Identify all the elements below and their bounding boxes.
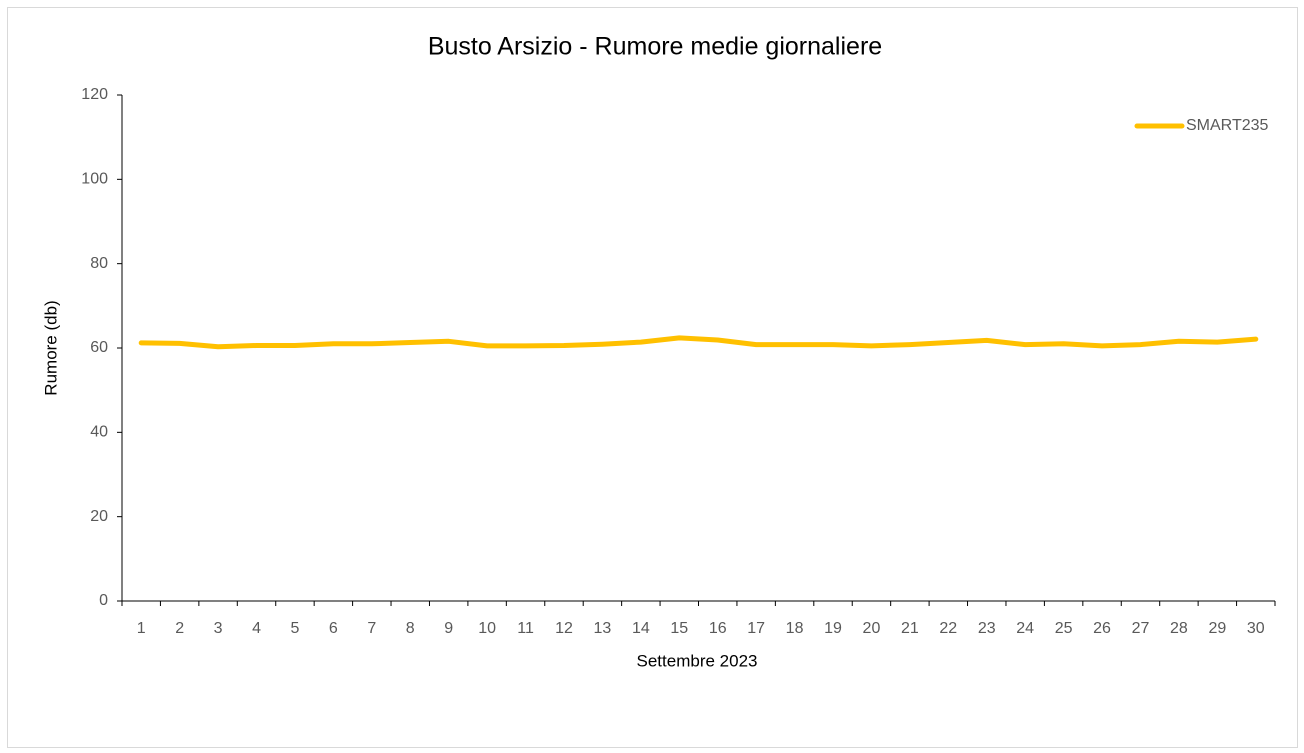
x-tick-label: 23 <box>978 620 996 637</box>
y-tick-label: 120 <box>81 86 108 103</box>
x-tick-label: 21 <box>901 620 919 637</box>
x-tick-label: 16 <box>709 620 727 637</box>
x-tick-label: 13 <box>594 620 612 637</box>
x-tick-label: 10 <box>478 620 496 637</box>
x-tick-label: 1 <box>137 620 146 637</box>
y-tick-label: 20 <box>90 508 108 525</box>
x-tick-label: 17 <box>747 620 765 637</box>
x-tick-label: 28 <box>1170 620 1188 637</box>
x-axis-title: Settembre 2023 <box>637 651 758 670</box>
x-tick-label: 22 <box>939 620 957 637</box>
x-tick-label: 30 <box>1247 620 1265 637</box>
y-tick-label: 100 <box>81 171 108 188</box>
x-tick-label: 9 <box>444 620 453 637</box>
x-tick-label: 27 <box>1132 620 1150 637</box>
y-tick-label: 40 <box>90 424 108 441</box>
y-tick-label: 0 <box>99 592 108 609</box>
x-tick-label: 29 <box>1208 620 1226 637</box>
x-tick-label: 11 <box>517 620 534 637</box>
y-tick-label: 60 <box>90 339 108 356</box>
x-tick-label: 26 <box>1093 620 1111 637</box>
x-tick-label: 14 <box>632 620 650 637</box>
x-tick-label: 15 <box>670 620 688 637</box>
chart-title: Busto Arsizio - Rumore medie giornaliere <box>428 33 882 61</box>
x-tick-label: 12 <box>555 620 573 637</box>
x-tick-label: 24 <box>1016 620 1034 637</box>
x-tick-label: 2 <box>175 620 184 637</box>
x-tick-label: 18 <box>786 620 804 637</box>
x-tick-label: 6 <box>329 620 338 637</box>
x-tick-label: 3 <box>214 620 223 637</box>
x-tick-label: 5 <box>290 620 299 637</box>
y-axis-title: Rumore (db) <box>41 300 60 395</box>
x-tick-label: 19 <box>824 620 842 637</box>
x-tick-label: 20 <box>863 620 881 637</box>
x-tick-label: 7 <box>367 620 376 637</box>
legend-label: SMART235 <box>1186 117 1269 134</box>
chart-border <box>7 7 1298 748</box>
y-tick-label: 80 <box>90 255 108 272</box>
series-line <box>138 335 1259 350</box>
x-tick-label: 8 <box>406 620 415 637</box>
x-tick-label: 4 <box>252 620 261 637</box>
x-tick-label: 25 <box>1055 620 1073 637</box>
